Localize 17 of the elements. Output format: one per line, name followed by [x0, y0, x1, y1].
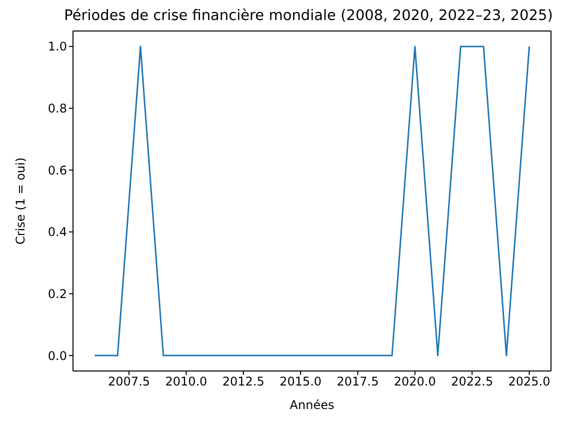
x-tick-label: 2022.5: [451, 374, 494, 389]
y-tick-label: 0.2: [48, 286, 67, 301]
y-tick-label: 1.0: [48, 40, 67, 54]
x-tick-label: 2017.5: [336, 374, 379, 389]
chart-title: Périodes de crise financière mondiale (2008, 2020, 2022–23, 2025): [63, 8, 554, 24]
y-tick-label: 0.6: [48, 163, 67, 178]
x-tick-label: 2025.0: [508, 374, 550, 389]
x-axis-title: Années: [290, 398, 334, 412]
y-tick-label: 0.8: [48, 102, 67, 116]
y-tick-label: 0.4: [48, 225, 67, 240]
y-tick-label: 0.0: [48, 348, 67, 363]
x-tick-label: 2007.5: [108, 374, 150, 389]
x-tick-label: 2012.5: [222, 374, 264, 389]
x-tick-label: 2015.0: [280, 374, 322, 389]
x-tick-label: 2020.0: [394, 374, 436, 389]
y-axis-title: Crise (1 = oui): [13, 157, 28, 245]
x-tick-label: 2010.0: [165, 374, 208, 389]
